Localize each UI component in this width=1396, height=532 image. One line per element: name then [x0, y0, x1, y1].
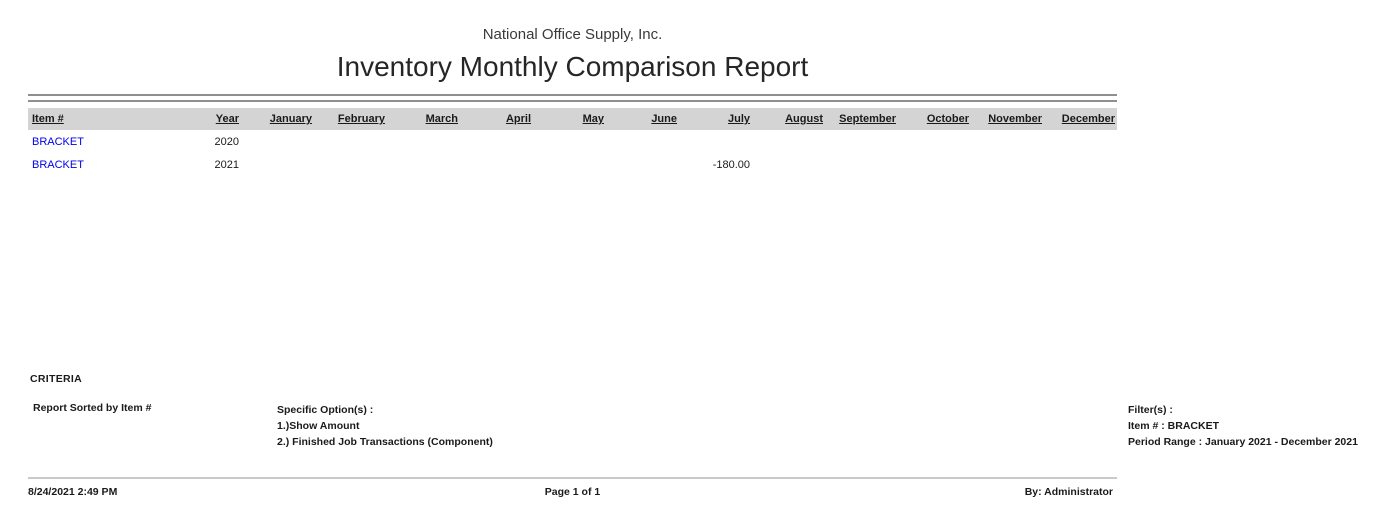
table-header-row: Item # Year January February March April May Ju… — [28, 108, 1117, 130]
specific-option-1: 1.)Show Amount — [277, 420, 360, 432]
item-number-link[interactable]: BRACKET — [32, 158, 84, 171]
filter-item: Item # : BRACKET — [1128, 420, 1220, 432]
cell-january — [241, 153, 314, 176]
cell-november — [971, 153, 1044, 176]
inventory-comparison-table: Item # Year January February March April May Ju… — [28, 108, 1117, 176]
footer-page-number: Page 1 of 1 — [544, 486, 601, 498]
filters-label: Filter(s) : — [1128, 404, 1173, 416]
header-divider-bottom — [28, 100, 1117, 102]
criteria-sorted-by: Report Sorted by Item # — [33, 402, 152, 414]
cell-november — [971, 130, 1044, 153]
cell-august — [752, 153, 825, 176]
table-row: BRACKET 2021 -180.00 — [28, 153, 1117, 176]
column-header-april: April — [460, 108, 533, 130]
specific-option-2: 2.) Finished Job Transactions (Component… — [277, 436, 493, 448]
column-header-september: September — [825, 108, 898, 130]
cell-item-number: BRACKET — [28, 130, 193, 153]
cell-february — [314, 153, 387, 176]
cell-january — [241, 130, 314, 153]
cell-december — [1044, 130, 1117, 153]
table-row: BRACKET 2020 — [28, 130, 1117, 153]
cell-year: 2020 — [214, 135, 239, 148]
cell-september — [825, 130, 898, 153]
criteria-filters: Filter(s) : Item # : BRACKET Period Rang… — [1128, 402, 1358, 450]
cell-october — [898, 153, 971, 176]
column-header-may: May — [533, 108, 606, 130]
column-header-november: November — [971, 108, 1044, 130]
cell-may — [533, 153, 606, 176]
cell-year: 2021 — [214, 158, 239, 171]
column-header-march: March — [387, 108, 460, 130]
cell-april — [460, 130, 533, 153]
footer-datetime: 8/24/2021 2:49 PM — [28, 486, 118, 498]
report-title: Inventory Monthly Comparison Report — [336, 51, 809, 82]
cell-march — [387, 130, 460, 153]
cell-june — [606, 153, 679, 176]
cell-item-number: BRACKET — [28, 153, 193, 176]
column-header-august: August — [752, 108, 825, 130]
footer-divider — [28, 477, 1117, 479]
criteria-heading: CRITERIA — [30, 373, 82, 385]
cell-october — [898, 130, 971, 153]
cell-february — [314, 130, 387, 153]
cell-july: -180.00 — [712, 158, 750, 171]
cell-march — [387, 153, 460, 176]
cell-august — [752, 130, 825, 153]
cell-july — [679, 130, 752, 153]
header-divider-top — [28, 94, 1117, 96]
column-header-december: December — [1044, 108, 1117, 130]
column-header-october: October — [898, 108, 971, 130]
specific-options-label: Specific Option(s) : — [277, 404, 374, 416]
cell-april — [460, 153, 533, 176]
column-header-february: February — [314, 108, 387, 130]
cell-may — [533, 130, 606, 153]
column-header-july: July — [679, 108, 752, 130]
cell-december — [1044, 153, 1117, 176]
column-header-june: June — [606, 108, 679, 130]
company-name: National Office Supply, Inc. — [482, 26, 663, 43]
footer-generated-by: By: Administrator — [1024, 486, 1113, 498]
cell-june — [606, 130, 679, 153]
column-header-item: Item # — [28, 108, 193, 130]
column-header-january: January — [241, 108, 314, 130]
filter-period-range: Period Range : January 2021 - December 2… — [1128, 436, 1358, 448]
cell-september — [825, 153, 898, 176]
criteria-specific-options: Specific Option(s) : 1.)Show Amount 2.) … — [277, 402, 493, 450]
column-header-year: Year — [193, 108, 241, 130]
item-number-link[interactable]: BRACKET — [32, 135, 84, 148]
